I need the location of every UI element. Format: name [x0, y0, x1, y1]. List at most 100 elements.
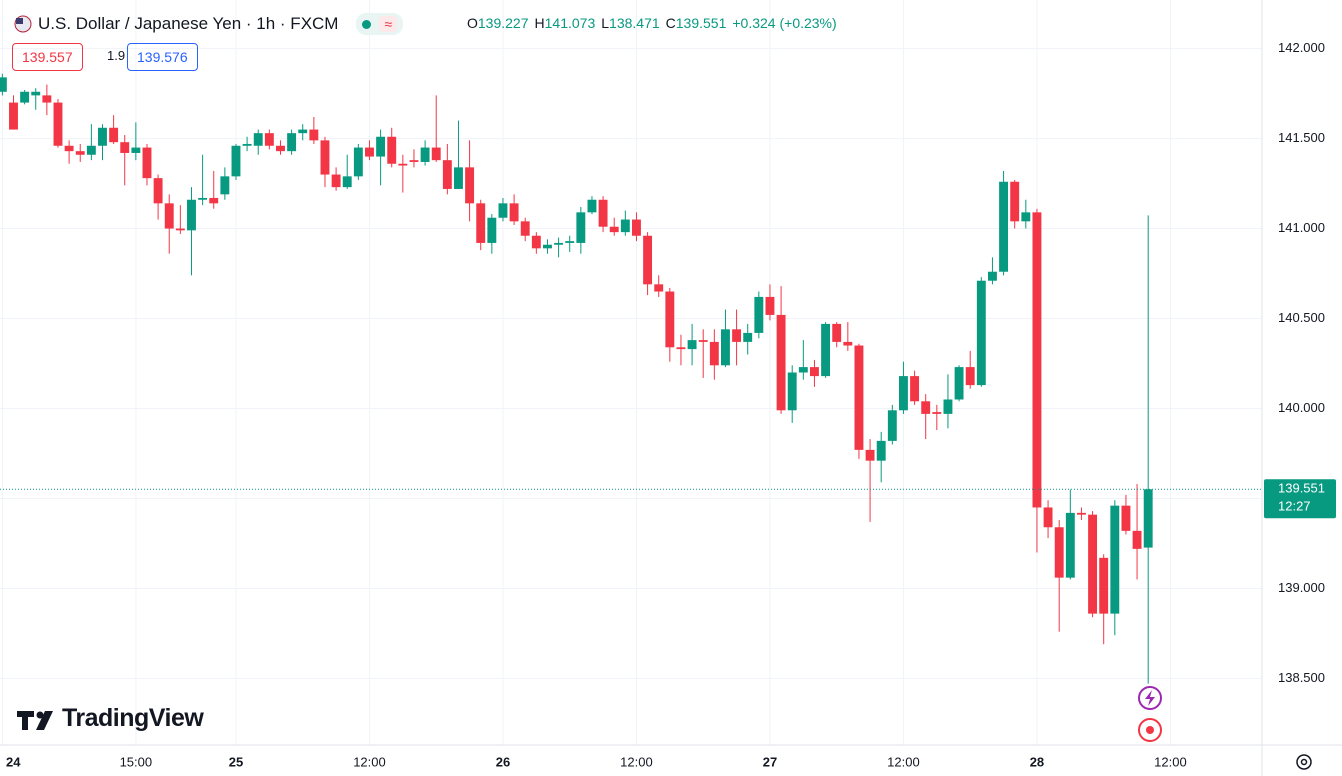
candle-body	[298, 129, 308, 134]
x-tick-label: 25	[229, 754, 243, 769]
y-tick-label: 142.000	[1278, 40, 1325, 55]
candle-body	[409, 160, 419, 162]
lightning	[1145, 690, 1155, 706]
candle-body	[987, 271, 997, 281]
candle-body	[687, 340, 697, 350]
candle-body	[921, 401, 931, 414]
x-tick-label: 12:00	[620, 754, 653, 769]
flag-canton	[16, 18, 23, 24]
ohlc-key: O	[467, 15, 478, 31]
candle-body	[531, 235, 541, 249]
candle-body	[832, 323, 842, 342]
candle-body	[398, 163, 408, 166]
candle-body	[476, 203, 486, 243]
candle-body	[1132, 530, 1142, 549]
candle-body	[676, 347, 686, 350]
candle-body	[287, 133, 297, 152]
candle-body	[787, 372, 797, 411]
y-tick-label: 141.000	[1278, 220, 1325, 235]
candle-body	[798, 367, 808, 373]
candle-body	[520, 221, 530, 236]
candle-body	[487, 217, 497, 243]
status-pill[interactable]: ≈	[356, 13, 404, 35]
candle-body	[887, 410, 897, 441]
buy-button[interactable]: 139.576	[127, 43, 198, 71]
ohlc-key: C	[665, 15, 676, 31]
y-tick-label: 139.000	[1278, 580, 1325, 595]
candle-body	[498, 203, 508, 218]
y-tick-label: 140.500	[1278, 310, 1325, 325]
candle-body	[1065, 512, 1075, 578]
logo-shape	[36, 711, 53, 730]
settings-icon[interactable]	[1296, 754, 1312, 770]
current-price-box	[1264, 479, 1336, 519]
candle-body	[0, 77, 7, 92]
logo-icon	[17, 711, 53, 730]
symbol-title[interactable]: U.S. Dollar / Japanese Yen · 1h · FXCM	[38, 14, 339, 33]
candle-body	[9, 102, 18, 130]
ohlc-value: 141.073	[544, 15, 596, 31]
logo-shape	[17, 711, 34, 730]
x-tick-label: 24	[6, 754, 21, 769]
candle-body	[75, 151, 85, 155]
candle-body	[598, 199, 608, 227]
current-price-label: 139.551	[1278, 481, 1325, 496]
candle-body	[843, 341, 853, 346]
candle-body	[1099, 557, 1109, 614]
candle-body	[743, 332, 753, 342]
candle-body	[954, 367, 964, 400]
candle-body	[442, 160, 452, 189]
ohlc-key: H	[534, 15, 545, 31]
candle-body	[609, 226, 619, 233]
candle-body	[42, 95, 52, 103]
y-tick-label: 141.500	[1278, 130, 1325, 145]
candle-body	[264, 133, 274, 146]
candle-body	[810, 367, 819, 377]
logo-text: TradingView	[62, 704, 204, 732]
symbol-header: U.S. Dollar / Japanese Yen · 1h · FXCM ≈	[0, 12, 404, 36]
ohlc-key: L	[601, 15, 610, 31]
candle-body	[20, 91, 30, 103]
candle-body	[142, 147, 152, 179]
x-tick-label: 15:00	[120, 754, 153, 769]
candle-body	[865, 449, 875, 461]
candle-body	[365, 147, 374, 157]
candle-body	[854, 345, 864, 450]
candle-body	[732, 329, 742, 342]
candle-body	[876, 440, 886, 461]
candle-body	[31, 91, 41, 96]
gear	[1296, 754, 1312, 770]
candle-body	[565, 241, 575, 243]
candle-body	[1076, 512, 1086, 515]
candle-body	[576, 212, 586, 243]
candle-body	[164, 203, 174, 229]
market-open-dot	[362, 19, 372, 29]
candle-body	[754, 296, 764, 333]
candle-body	[1110, 505, 1120, 614]
candle-body	[86, 145, 96, 155]
y-tick-label: 138.500	[1278, 670, 1325, 685]
candle-body	[320, 140, 330, 175]
candle-body	[509, 203, 519, 222]
candle-body	[131, 147, 141, 153]
sell-button[interactable]: 139.557	[12, 43, 83, 71]
candle-body	[376, 136, 386, 157]
candle-body	[387, 136, 397, 164]
candle-body	[331, 174, 341, 188]
candle-body	[454, 167, 463, 189]
candle-body	[665, 291, 675, 348]
candle-body	[587, 199, 597, 213]
candle-body	[187, 199, 196, 231]
countdown-label: 12:27	[1278, 499, 1311, 514]
candle-body	[198, 197, 208, 200]
candle-body	[153, 178, 163, 204]
candle-body	[53, 102, 63, 146]
candle-body	[976, 280, 986, 386]
candle-body	[765, 296, 775, 315]
x-tick-label: 12:00	[353, 754, 386, 769]
ohlc-value: 139.551	[675, 15, 727, 31]
y-tick-label: 140.000	[1278, 400, 1325, 415]
candle-body	[1010, 181, 1020, 222]
candle-body	[253, 133, 263, 146]
